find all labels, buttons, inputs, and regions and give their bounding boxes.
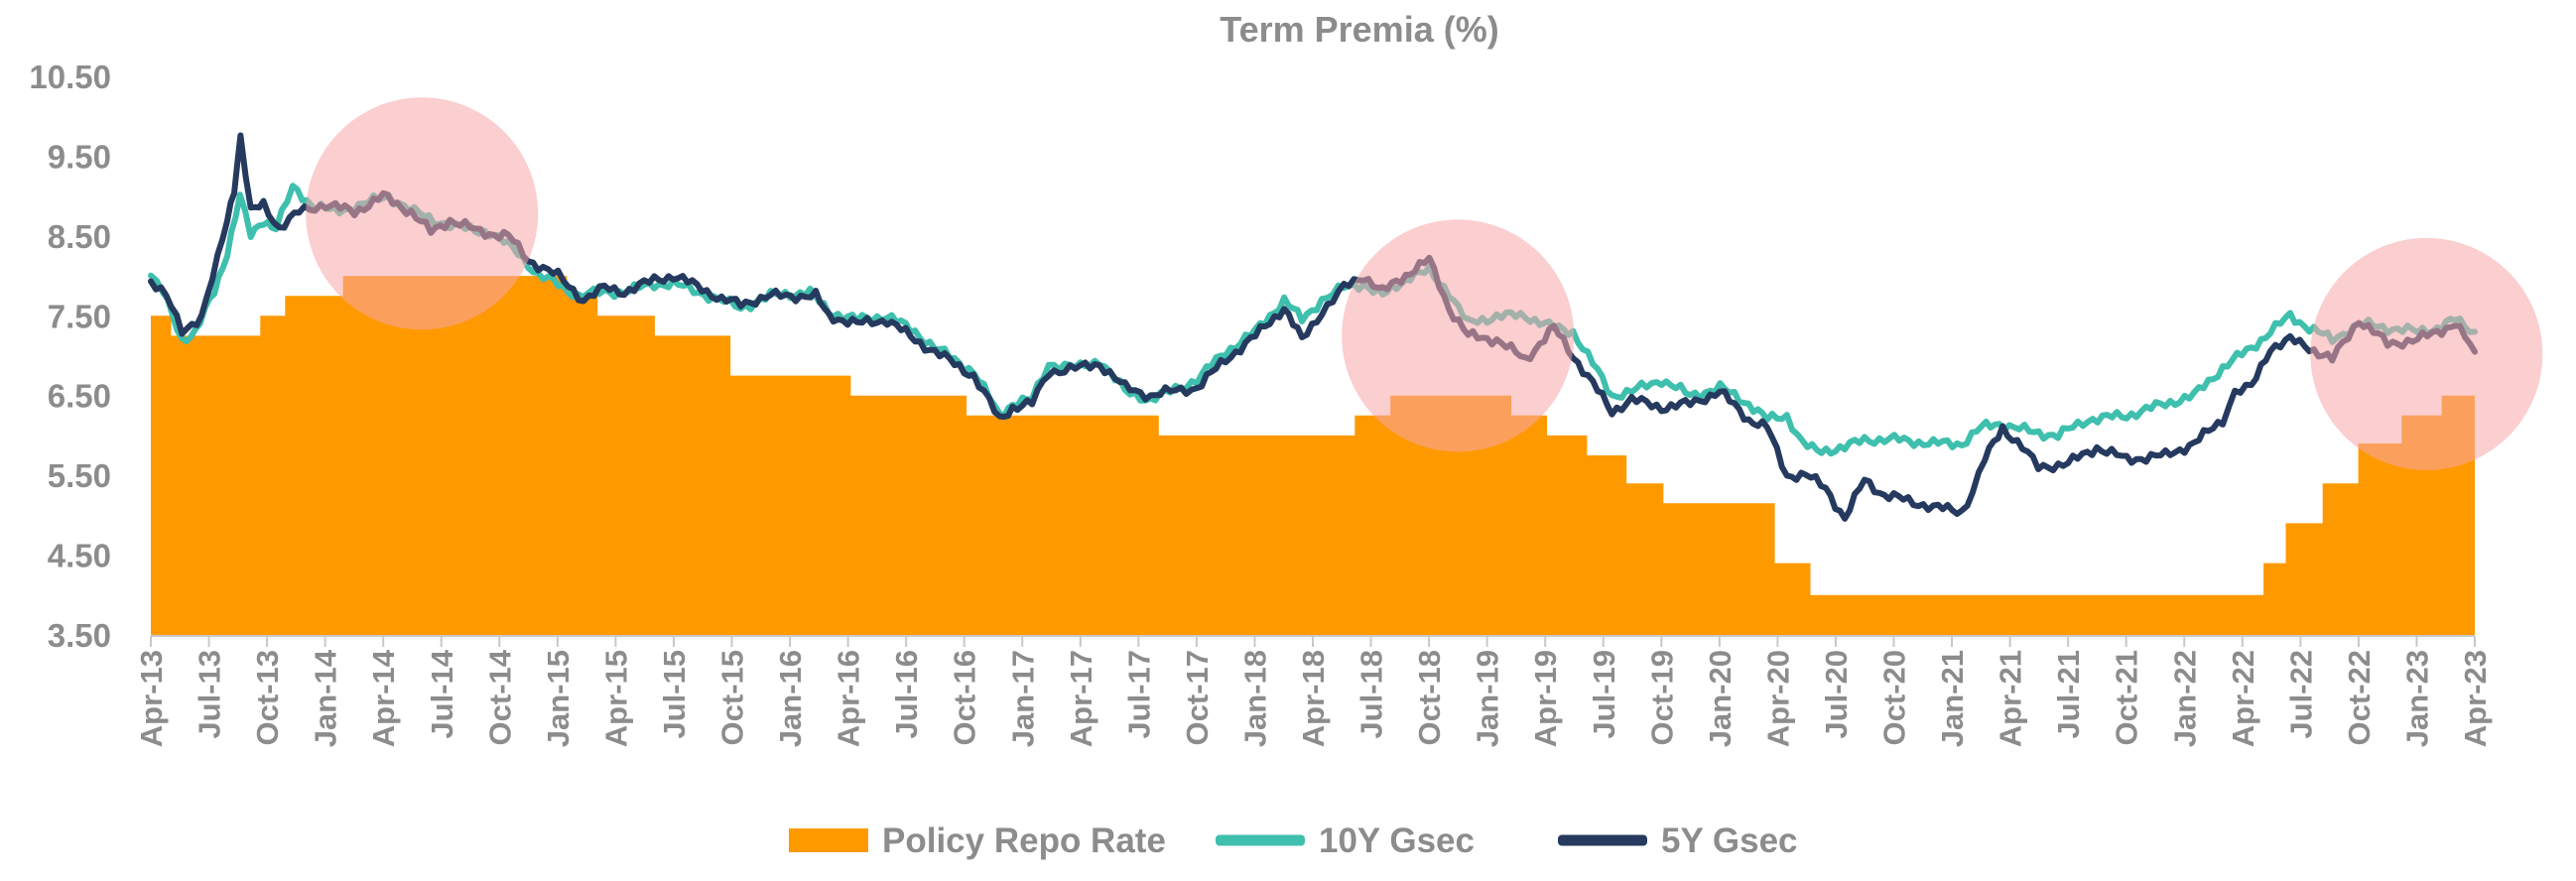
y-tick-label: 5.50: [48, 457, 111, 494]
y-tick-label: 8.50: [48, 218, 111, 255]
x-tick-label: Jan-19: [1471, 650, 1505, 747]
chart-title: Term Premia (%): [1220, 9, 1498, 50]
x-tick-label: Apr-16: [832, 650, 866, 747]
x-tick-label: Apr-22: [2226, 650, 2260, 747]
x-tick-label: Jul-16: [889, 650, 924, 739]
x-tick-label: Jan-22: [2167, 650, 2202, 747]
x-tick-label: Jan-14: [309, 649, 343, 747]
series-lines: [148, 132, 2478, 522]
y-tick-label: 3.50: [48, 617, 111, 654]
legend-label: 10Y Gsec: [1319, 821, 1475, 860]
x-tick-label: Oct-15: [715, 650, 750, 745]
x-tick-label: Apr-13: [134, 650, 169, 747]
highlight-circle: [306, 97, 539, 330]
x-tick-label: Jul-22: [2283, 650, 2318, 739]
x-tick-label: Oct-18: [1412, 650, 1447, 745]
x-tick-label: Oct-19: [1644, 650, 1679, 745]
x-tick-label: Apr-19: [1528, 650, 1563, 747]
x-tick-label: Oct-21: [2110, 650, 2144, 745]
x-tick-label: Jul-15: [657, 650, 692, 739]
x-tick-label: Oct-16: [948, 650, 982, 745]
y-tick-label: 10.50: [29, 59, 111, 95]
y-tick-label: 6.50: [48, 378, 111, 415]
gsec-10y-line: [148, 183, 2478, 457]
x-tick-label: Jul-20: [1819, 650, 1854, 739]
x-tick-label: Jul-14: [425, 649, 459, 738]
x-tick-label: Apr-14: [366, 649, 401, 747]
x-tick-label: Apr-15: [598, 650, 633, 747]
x-tick-label: Apr-21: [1994, 650, 2028, 747]
legend-swatch: [1216, 834, 1305, 846]
y-tick-label: 9.50: [48, 138, 111, 175]
x-tick-label: Jan-23: [2399, 650, 2434, 747]
x-tick-label: Jan-18: [1238, 650, 1273, 747]
x-tick-label: Jan-16: [773, 650, 808, 747]
gsec-5y-line: [148, 132, 2478, 522]
y-tick-label: 7.50: [48, 298, 111, 334]
policy-repo-area: [151, 276, 2479, 635]
x-tick-label: Apr-20: [1760, 650, 1795, 747]
x-tick-label: Jul-21: [2051, 650, 2086, 739]
x-tick-label: Jan-21: [1935, 650, 1970, 747]
x-tick-label: Oct-14: [482, 649, 517, 745]
x-tick-label: Oct-22: [2342, 650, 2377, 745]
highlight-circles: [306, 97, 2543, 470]
x-tick-label: Jul-13: [193, 650, 227, 739]
x-tick-label: Jan-15: [541, 650, 576, 747]
x-tick-label: Apr-18: [1296, 650, 1331, 747]
x-tick-label: Oct-20: [1877, 650, 1912, 745]
x-tick-label: Oct-17: [1180, 650, 1215, 745]
x-tick-label: Jan-17: [1005, 650, 1040, 747]
x-tick-label: Jul-19: [1587, 650, 1621, 739]
legend-label: Policy Repo Rate: [882, 821, 1166, 860]
legend-swatch: [1558, 834, 1647, 846]
highlight-circle: [2310, 237, 2543, 470]
x-tick-label: Oct-13: [250, 650, 285, 745]
x-axis: Apr-13 Jul-13 Oct-13 Jan-14 Apr-14 Jul-14 Oct-…: [134, 635, 2493, 747]
legend-label: 5Y Gsec: [1661, 821, 1798, 860]
policy-repo-rate-area: [151, 276, 2479, 635]
y-axis: 3.50 4.50 5.50 6.50 7.50 8.50 9.50 10.50: [29, 59, 111, 654]
legend: Policy Repo Rate 10Y Gsec 5Y Gsec: [789, 821, 1798, 860]
x-tick-label: Jul-17: [1121, 650, 1156, 739]
highlight-circle: [1342, 219, 1575, 452]
x-tick-label: Apr-17: [1064, 650, 1098, 747]
x-tick-label: Jan-20: [1703, 650, 1738, 747]
legend-swatch: [789, 828, 868, 852]
y-tick-label: 4.50: [48, 538, 111, 574]
x-tick-label: Jul-18: [1354, 650, 1389, 739]
x-tick-label: Apr-23: [2458, 650, 2493, 747]
